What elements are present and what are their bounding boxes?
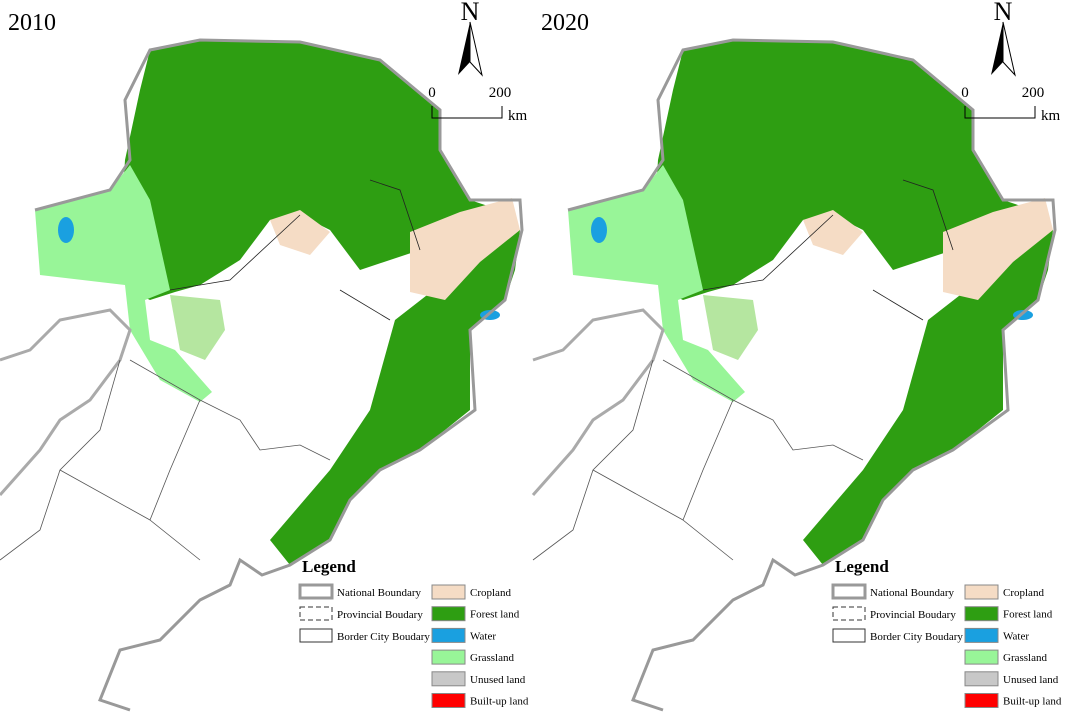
legend-swatch (431, 671, 466, 687)
legend-label: Cropland (1003, 587, 1044, 599)
scale-bar (431, 106, 503, 119)
legend-label: Forest land (470, 609, 520, 621)
legend-swatch (431, 649, 466, 665)
north-arrow (458, 22, 470, 75)
legend-swatch (964, 584, 999, 600)
legend-label: Unused land (470, 674, 526, 686)
legend-label: Border City Boudary (870, 631, 963, 643)
legend-swatch (299, 628, 333, 643)
panel-year: 2020 (541, 10, 589, 36)
legend-label: Provincial Boudary (337, 609, 423, 621)
legend-swatch (964, 671, 999, 687)
legend-label: Grassland (470, 652, 514, 664)
north-arrow (1002, 21, 1016, 77)
north-label: N (994, 0, 1013, 26)
legend-swatch (964, 649, 999, 665)
legend-label: Cropland (470, 587, 511, 599)
legend-label: Grassland (1003, 652, 1047, 664)
legend-label: Water (470, 630, 496, 642)
scale-start: 0 (961, 85, 969, 101)
legend-swatch (832, 628, 866, 643)
legend-title: Legend (835, 557, 889, 576)
legend-label: Built-up land (1003, 696, 1062, 708)
legend-label: Unused land (1003, 674, 1059, 686)
legend-swatch (964, 606, 999, 622)
legend-swatch (431, 584, 466, 600)
legend-swatch (964, 627, 999, 643)
legend-swatch (832, 606, 866, 621)
north-arrow (469, 21, 483, 77)
north-label: N (461, 0, 480, 26)
legend-swatch (431, 606, 466, 622)
legend-title: Legend (302, 557, 356, 576)
panel-year: 2010 (8, 10, 56, 36)
legend-swatch (831, 583, 867, 600)
legend-swatch (964, 693, 999, 708)
map-panel: 2020 N 0 200 km Legend National Boundary Provin… (531, 0, 1062, 712)
legend-label: National Boundary (337, 587, 422, 599)
legend-label: Provincial Boudary (870, 609, 956, 621)
scale-unit: km (1041, 108, 1061, 124)
legend-label: National Boundary (870, 587, 955, 599)
legend-label: Forest land (1003, 609, 1053, 621)
north-arrow (991, 22, 1003, 75)
scale-bar (964, 106, 1036, 119)
legend-swatch (431, 627, 466, 643)
scale-end: 200 (489, 85, 512, 101)
legend-label: Water (1003, 630, 1029, 642)
scale-unit: km (508, 108, 528, 124)
legend-swatch (298, 583, 334, 600)
legend-label: Built-up land (470, 696, 529, 708)
legend-swatch (431, 693, 466, 708)
scale-end: 200 (1022, 85, 1045, 101)
legend-swatch (299, 606, 333, 621)
map-panel: 2010 N 0 200 km Legend National Boundary Provin… (0, 0, 529, 712)
scale-start: 0 (428, 85, 436, 101)
legend-label: Border City Boudary (337, 631, 430, 643)
